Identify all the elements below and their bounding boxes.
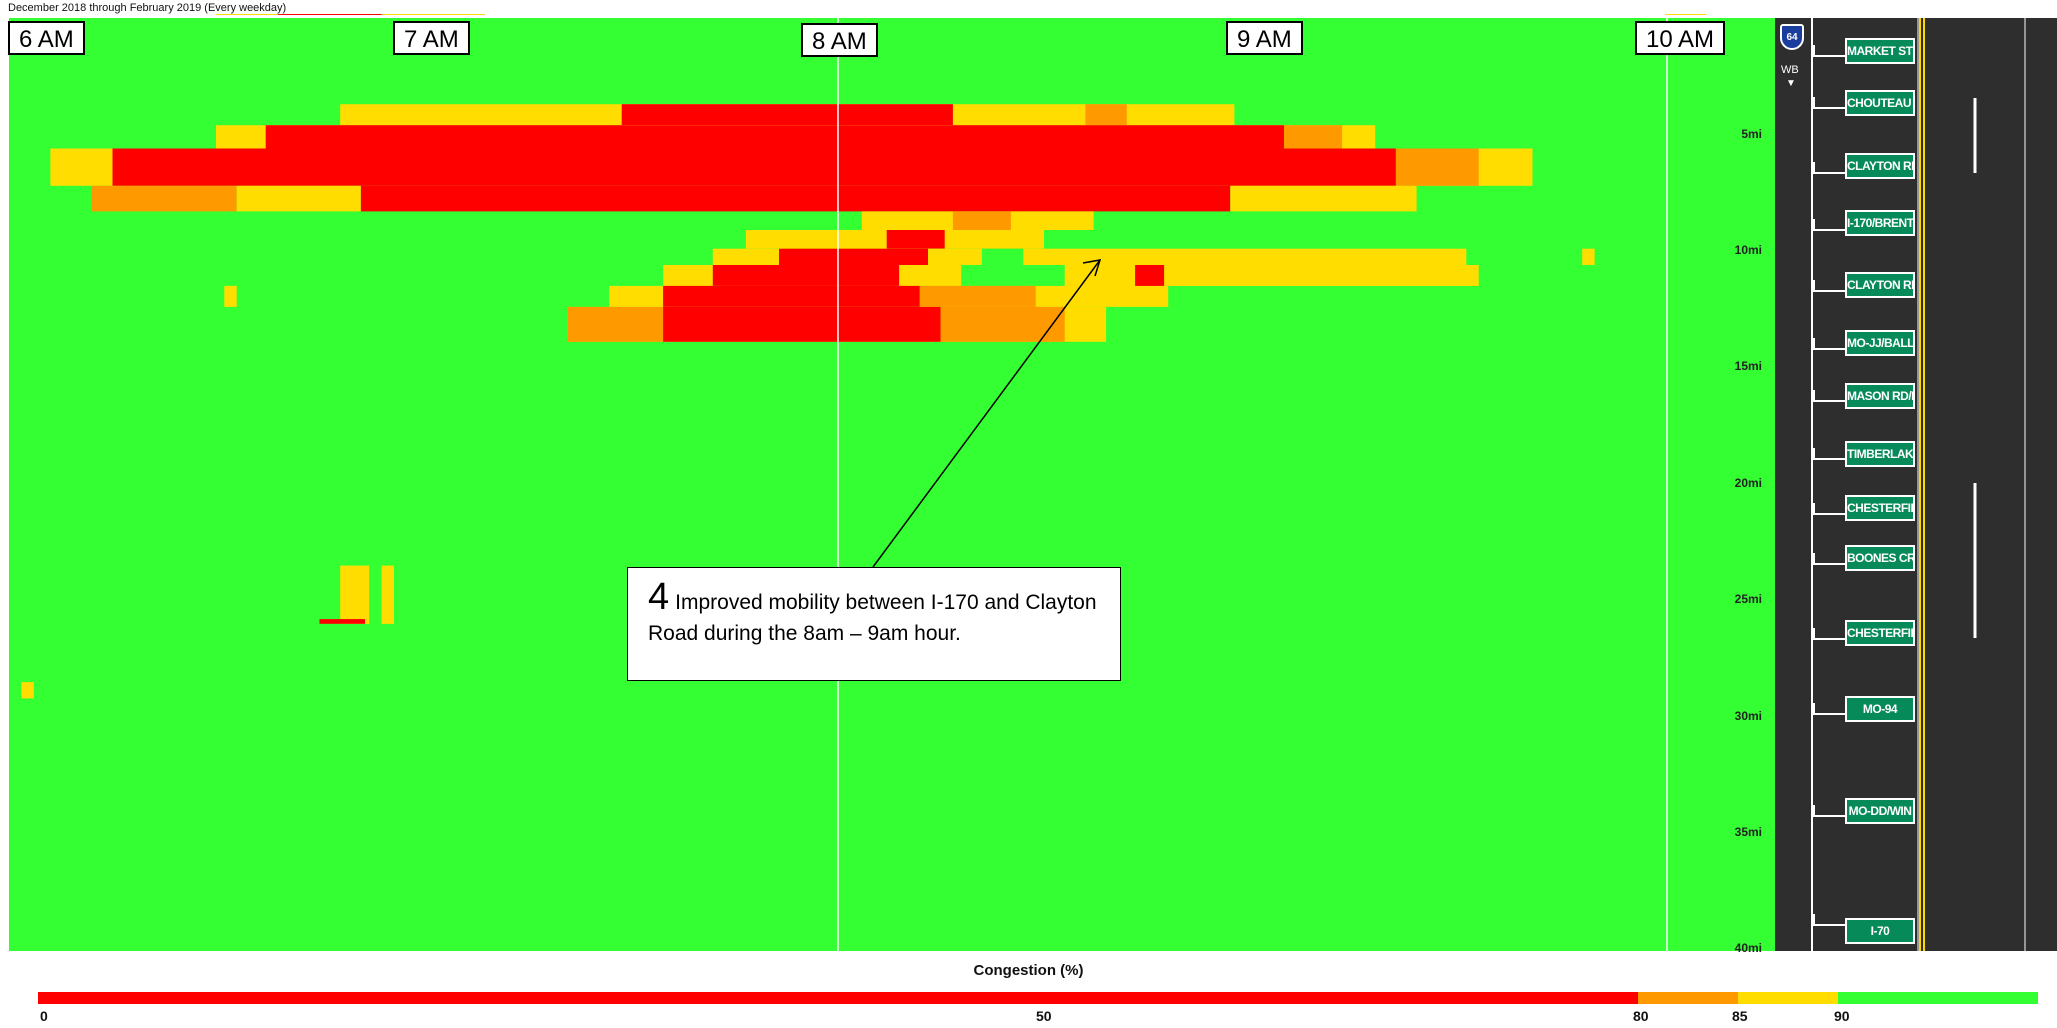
congestion-cell-heavy — [712, 265, 900, 286]
exit-connector — [1813, 162, 1845, 174]
legend-tick-0: 0 — [40, 1008, 48, 1024]
congestion-cell-moderate — [940, 306, 1065, 342]
exit-sign[interactable]: CLAYTON RD. — [1845, 153, 1915, 179]
interstate-shield-icon: 64 — [1780, 24, 1804, 50]
legend-tick-80: 80 — [1633, 1008, 1649, 1024]
callout-text: Improved mobility between I-170 and Clay… — [648, 591, 1097, 645]
legend-segment — [38, 992, 1638, 1004]
exit-connector — [1813, 97, 1845, 109]
congestion-cell-heavy — [779, 248, 928, 265]
mile-label-10: 10mi — [1734, 243, 1762, 257]
exit-sign[interactable]: MASON RD/E — [1845, 383, 1915, 409]
congestion-cell-heavy — [886, 230, 945, 249]
congestion-cell-heavy — [319, 619, 365, 624]
congestion-cell-moderate — [1284, 125, 1343, 149]
exit-connector — [1813, 703, 1845, 715]
mile-label-5: 5mi — [1741, 127, 1762, 141]
congestion-cell-moderate — [919, 285, 1036, 307]
time-label-9am: 9 AM — [1226, 21, 1303, 55]
exit-connector — [1813, 448, 1845, 460]
exit-sign[interactable]: I-170/BRENT — [1845, 210, 1915, 236]
exit-sign[interactable]: CHESTERFIE — [1845, 620, 1915, 646]
congestion-cell-slight — [1023, 248, 1467, 265]
exit-sign[interactable]: MO-DD/WIN — [1845, 798, 1915, 824]
congestion-cell-heavy — [112, 148, 1396, 186]
time-label-8am: 8 AM — [801, 23, 878, 57]
congestion-cell-slight — [340, 565, 370, 624]
congestion-cell-heavy — [663, 285, 920, 307]
route-sidebar: 64 WB ▼ MARKET ST A CHOUTEAU A CLAYTON R… — [1775, 18, 2057, 951]
congestion-cell-moderate — [952, 211, 1011, 230]
route-shield-number: 64 — [1786, 32, 1798, 43]
exit-sign[interactable]: MO-JJ/BALL — [1845, 330, 1915, 356]
exit-sign[interactable]: MO-94 — [1845, 696, 1915, 722]
direction-arrow-icon: ▼ — [1786, 78, 1796, 89]
congestion-cell-heavy — [621, 104, 953, 126]
time-label-6am: 6 AM — [8, 21, 85, 55]
exit-connector — [1813, 280, 1845, 292]
congestion-cell-heavy — [278, 14, 382, 15]
callout-number: 4 — [648, 576, 670, 618]
exit-connector — [1813, 914, 1845, 926]
callout-box: 4 Improved mobility between I-170 and Cla… — [627, 567, 1121, 681]
legend-tick-85: 85 — [1732, 1008, 1748, 1024]
legend-title: Congestion (%) — [973, 962, 1084, 979]
mile-label-35: 35mi — [1734, 825, 1762, 839]
mile-label-25: 25mi — [1734, 592, 1762, 606]
congestion-cell-slight — [1064, 265, 1479, 286]
exit-connector — [1813, 553, 1845, 565]
exit-connector — [1813, 45, 1845, 57]
legend-segment — [1838, 992, 2038, 1004]
exit-sign[interactable]: TIMBERLAKE — [1845, 441, 1915, 467]
congestion-cell-slight — [1665, 14, 1707, 15]
legend-segment — [1738, 992, 1838, 1004]
exit-sign[interactable]: CHOUTEAU A — [1845, 90, 1915, 116]
exit-sign[interactable]: CLAYTON RD. — [1845, 272, 1915, 298]
congestion-cell-moderate — [1085, 104, 1127, 126]
legend-tick-50: 50 — [1036, 1008, 1052, 1024]
congestion-cell-slight — [1582, 248, 1595, 265]
mile-label-40: 40mi — [1734, 941, 1762, 955]
exit-connector — [1813, 628, 1845, 640]
direction-label: WB — [1781, 64, 1799, 76]
time-label-7am: 7 AM — [393, 21, 470, 55]
callout-arrow-line — [872, 259, 1101, 568]
exit-sign[interactable]: MARKET ST A — [1845, 38, 1915, 64]
congestion-cell-moderate — [1395, 148, 1479, 186]
exit-sign[interactable]: CHESTERFIE — [1845, 495, 1915, 521]
mile-label-15: 15mi — [1734, 359, 1762, 373]
mile-label-20: 20mi — [1734, 476, 1762, 490]
congestion-cell-slight — [381, 565, 394, 624]
heatmap-cells — [21, 14, 1707, 699]
exit-connector — [1813, 805, 1845, 817]
exit-connector — [1813, 338, 1845, 350]
callout-arrow-head — [1082, 259, 1102, 277]
exit-sign[interactable]: BOONES CRO — [1845, 545, 1915, 571]
legend-color-bar — [38, 992, 2038, 1004]
route-lines — [1811, 18, 2026, 951]
mile-label-30: 30mi — [1734, 709, 1762, 723]
chart-subtitle: December 2018 through February 2019 (Eve… — [8, 2, 287, 14]
legend-segment — [1638, 992, 1738, 1004]
congestion-cell-slight — [1230, 185, 1417, 212]
exit-connector — [1813, 219, 1845, 231]
congestion-cell-heavy — [265, 125, 1285, 149]
congestion-cell-moderate — [567, 306, 664, 342]
congestion-cell-slight — [21, 682, 34, 699]
congestion-cell-slight — [224, 285, 237, 307]
congestion-cell-slight — [236, 185, 361, 212]
exit-sign[interactable]: I-70 — [1845, 918, 1915, 944]
congestion-cell-heavy — [360, 185, 1231, 212]
congestion-cell-heavy — [1135, 265, 1165, 286]
congestion-cell-heavy — [663, 306, 941, 342]
time-label-10am: 10 AM — [1635, 21, 1726, 55]
legend-tick-90: 90 — [1834, 1008, 1850, 1024]
exit-connector — [1813, 390, 1845, 402]
exit-connector — [1813, 503, 1845, 515]
congestion-cell-moderate — [91, 185, 237, 212]
